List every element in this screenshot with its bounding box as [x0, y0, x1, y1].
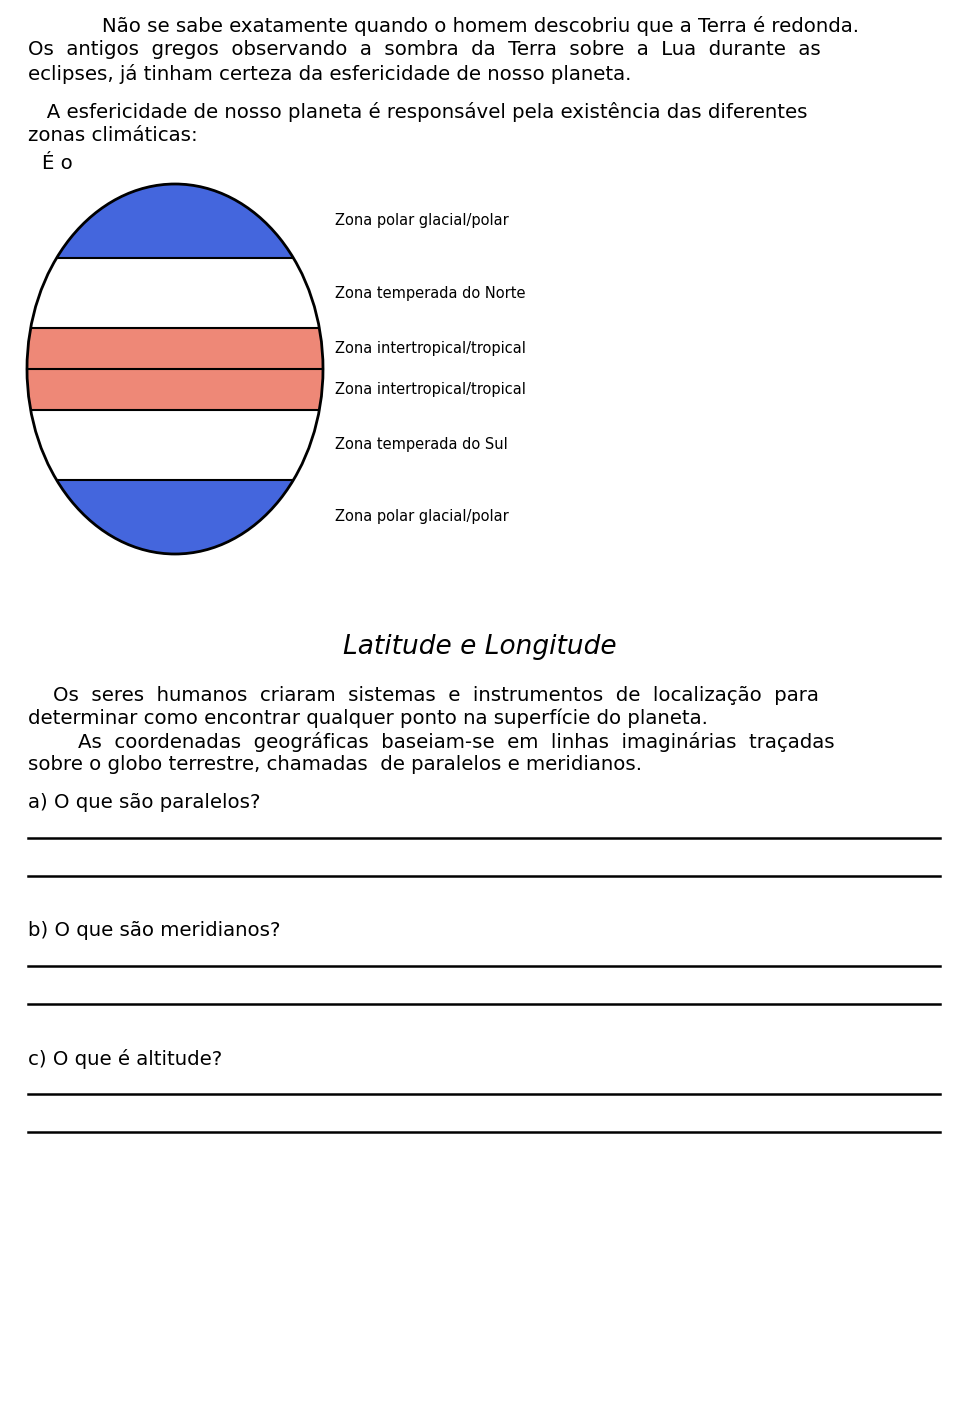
Polygon shape: [31, 258, 320, 328]
Polygon shape: [31, 410, 320, 480]
Text: sobre o globo terrestre, chamadas  de paralelos e meridianos.: sobre o globo terrestre, chamadas de par…: [28, 755, 642, 774]
Text: Zona temperada do Sul: Zona temperada do Sul: [335, 438, 508, 452]
Text: eclipses, já tinham certeza da esfericidade de nosso planeta.: eclipses, já tinham certeza da esfericid…: [28, 65, 632, 84]
Text: As  coordenadas  geográficas  baseiam-se  em  linhas  imaginárias  traçadas: As coordenadas geográficas baseiam-se em…: [28, 732, 834, 752]
Text: determinar como encontrar qualquer ponto na superfície do planeta.: determinar como encontrar qualquer ponto…: [28, 709, 708, 728]
Text: Os  antigos  gregos  observando  a  sombra  da  Terra  sobre  a  Lua  durante  a: Os antigos gregos observando a sombra da…: [28, 41, 821, 59]
Text: c) O que é altitude?: c) O que é altitude?: [28, 1049, 223, 1069]
Polygon shape: [27, 369, 323, 410]
Text: Zona intertropical/tropical: Zona intertropical/tropical: [335, 382, 526, 397]
Polygon shape: [57, 480, 294, 554]
Text: a) O que são paralelos?: a) O que são paralelos?: [28, 793, 260, 812]
Polygon shape: [57, 184, 294, 258]
Text: Zona polar glacial/polar: Zona polar glacial/polar: [335, 213, 509, 229]
Text: Zona intertropical/tropical: Zona intertropical/tropical: [335, 341, 526, 356]
Text: Não se sabe exatamente quando o homem descobriu que a Terra é redonda.: Não se sabe exatamente quando o homem de…: [102, 15, 858, 36]
Text: b) O que são meridianos?: b) O que são meridianos?: [28, 920, 280, 940]
Polygon shape: [27, 328, 323, 369]
Text: Os  seres  humanos  criaram  sistemas  e  instrumentos  de  localização  para: Os seres humanos criaram sistemas e inst…: [28, 686, 819, 704]
Text: É o: É o: [42, 154, 73, 173]
Text: Zona temperada do Norte: Zona temperada do Norte: [335, 286, 525, 300]
Text: Latitude e Longitude: Latitude e Longitude: [343, 634, 617, 659]
Text: Zona polar glacial/polar: Zona polar glacial/polar: [335, 509, 509, 525]
Text: A esfericidade de nosso planeta é responsável pela existência das diferentes: A esfericidade de nosso planeta é respon…: [28, 102, 807, 122]
Text: zonas climáticas:: zonas climáticas:: [28, 126, 198, 145]
